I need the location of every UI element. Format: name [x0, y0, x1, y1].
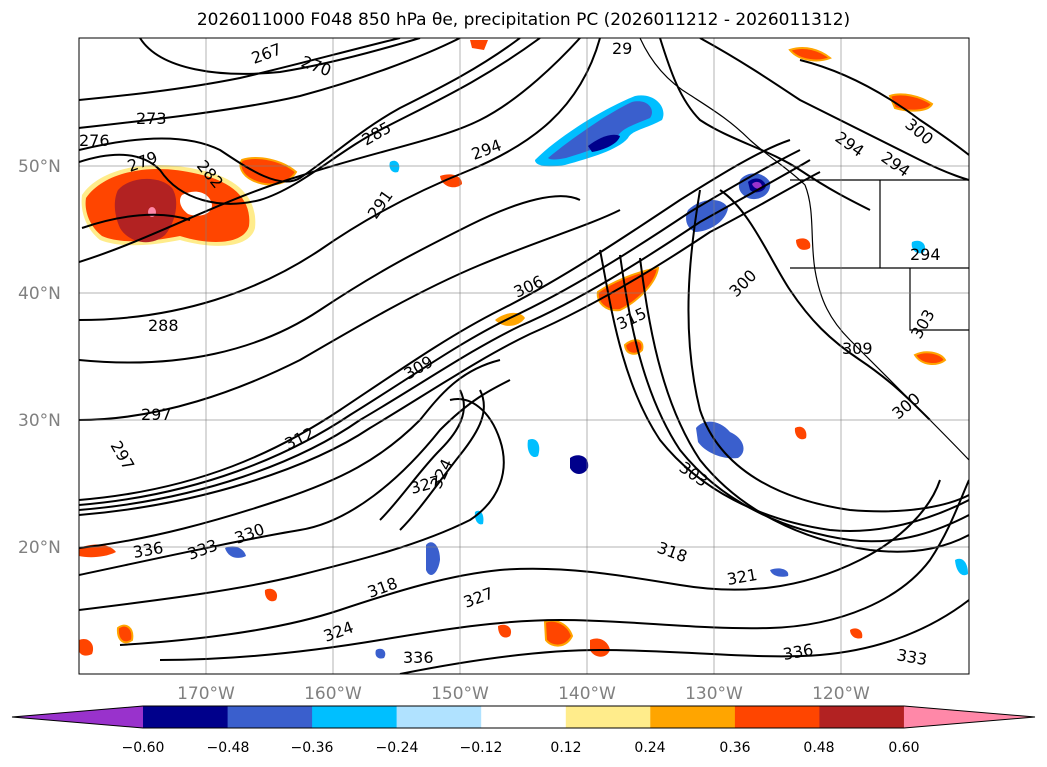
colorbar-extend-max — [903, 706, 1035, 728]
colorbar-tick-labels: −0.60 −0.48 −0.36 −0.24 −0.12 0.12 0.24 … — [122, 740, 920, 756]
lon-tick-labels: 170°W 160°W 150°W 140°W 130°W 120°W — [177, 684, 870, 704]
colorbar-segment — [734, 706, 820, 728]
graticule — [79, 38, 969, 674]
lon-tick-label: 160°W — [304, 684, 362, 704]
colorbar-outline — [11, 705, 1036, 729]
lon-tick-label: 140°W — [558, 684, 616, 704]
colorbar-tick-label: 0.36 — [719, 740, 750, 756]
chart-title: 2026011000 F048 850 hPa θe, precipitatio… — [196, 10, 851, 30]
colorbar-tick-label: 0.12 — [550, 740, 581, 756]
colorbar-tick-label: −0.60 — [122, 740, 165, 756]
lat-tick-label: 50°N — [18, 157, 61, 177]
colorbar-tick-label: 0.60 — [888, 740, 919, 756]
lon-tick-label: 150°W — [431, 684, 489, 704]
colorbar — [11, 705, 1036, 729]
colorbar-segment — [143, 706, 228, 728]
contour-label: 294 — [910, 245, 941, 264]
colorbar-segment — [227, 706, 313, 728]
colorbar-segment — [565, 706, 651, 728]
lat-tick-labels: 50°N 40°N 30°N 20°N — [18, 157, 61, 558]
colorbar-tick-label: −0.36 — [291, 740, 334, 756]
colorbar-segment — [396, 706, 482, 728]
lon-tick-label: 120°W — [812, 684, 870, 704]
contour-label: 29 — [612, 39, 632, 58]
lat-tick-label: 20°N — [18, 538, 61, 558]
colorbar-segment — [650, 706, 736, 728]
colorbar-tick-label: 0.48 — [803, 740, 834, 756]
contour-label: 336 — [403, 648, 434, 667]
colorbar-segment — [819, 706, 905, 728]
contour-label: 273 — [136, 109, 167, 128]
lat-tick-label: 30°N — [18, 411, 61, 431]
lat-tick-label: 40°N — [18, 284, 61, 304]
lon-tick-label: 130°W — [685, 684, 743, 704]
lon-tick-label: 170°W — [177, 684, 235, 704]
colorbar-tick-label: −0.12 — [460, 740, 503, 756]
colorbar-tick-label: 0.24 — [634, 740, 665, 756]
coastline — [639, 38, 969, 461]
colorbar-segment — [312, 706, 398, 728]
map-frame — [79, 38, 969, 674]
contour-label: 309 — [842, 339, 873, 358]
contour-label: 276 — [79, 131, 110, 150]
colorbar-segment — [481, 706, 567, 728]
colorbar-extend-min — [12, 706, 143, 728]
map-border — [78, 37, 970, 675]
colorbar-tick-label: −0.48 — [207, 740, 250, 756]
contour-label: 288 — [148, 316, 179, 335]
contour-label: 297 — [141, 405, 172, 424]
colorbar-tick-label: −0.24 — [376, 740, 419, 756]
